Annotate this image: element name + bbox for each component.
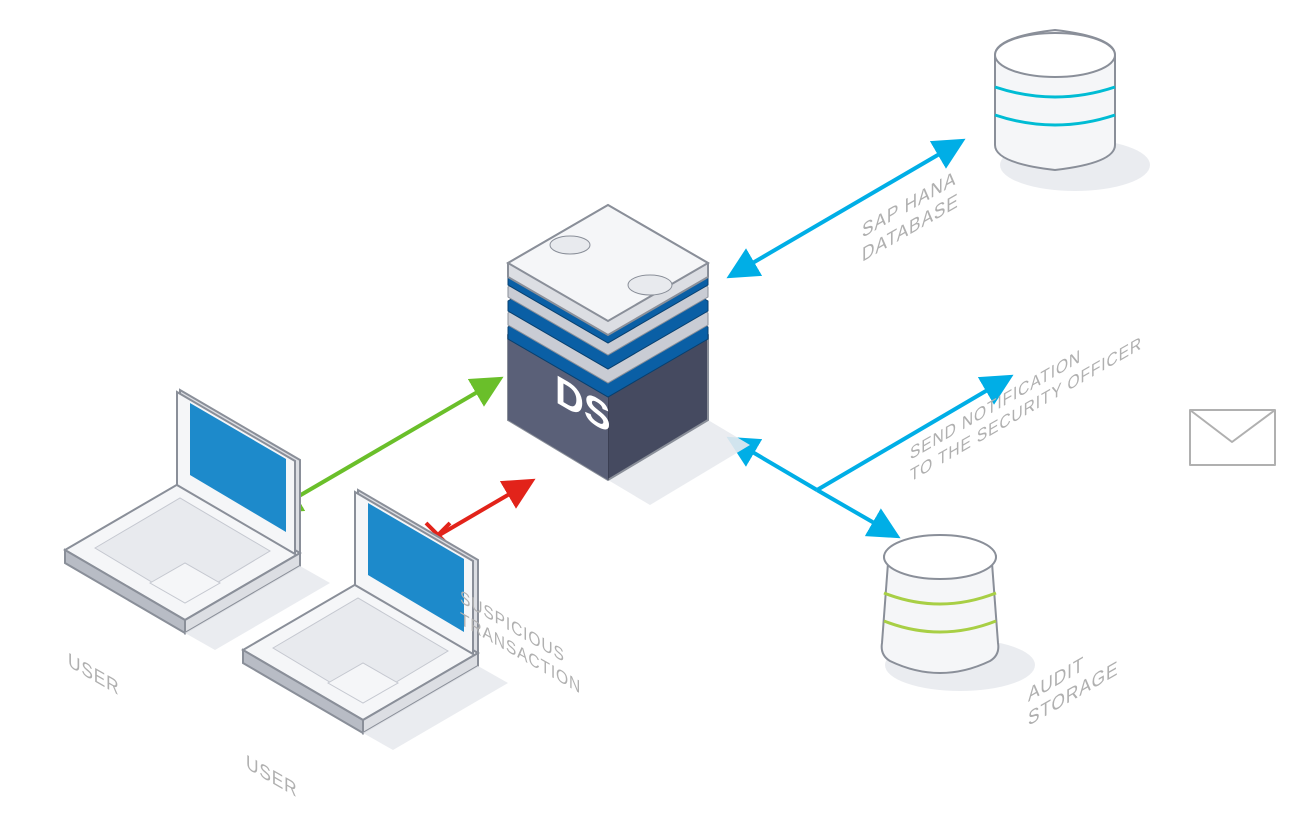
user2-label: USER [246, 751, 298, 803]
user1-label: USER [68, 649, 120, 701]
notification-label: SEND NOTIFICATION TO THE SECURITY OFFICE… [910, 310, 1142, 486]
user1-laptop [65, 390, 330, 650]
hana-label: SAP HANA DATABASE [862, 165, 959, 267]
svg-text:SEND NOTIFICATION: SEND NOTIFICATION [910, 345, 1081, 464]
audit-label: AUDIT STORAGE [1028, 633, 1118, 731]
ds-server: DS [508, 205, 750, 505]
svg-text:TO THE SECURITY OFFICER: TO THE SECURITY OFFICER [910, 332, 1142, 486]
audit-storage-icon [882, 535, 1035, 691]
edge-server-branch [732, 378, 1008, 535]
architecture-diagram: DS USER USER SUSPICIOUS TRANSACTION [0, 0, 1308, 823]
hana-database-icon [995, 30, 1150, 191]
edge-user1-server [275, 380, 498, 510]
mail-icon [1190, 410, 1275, 465]
